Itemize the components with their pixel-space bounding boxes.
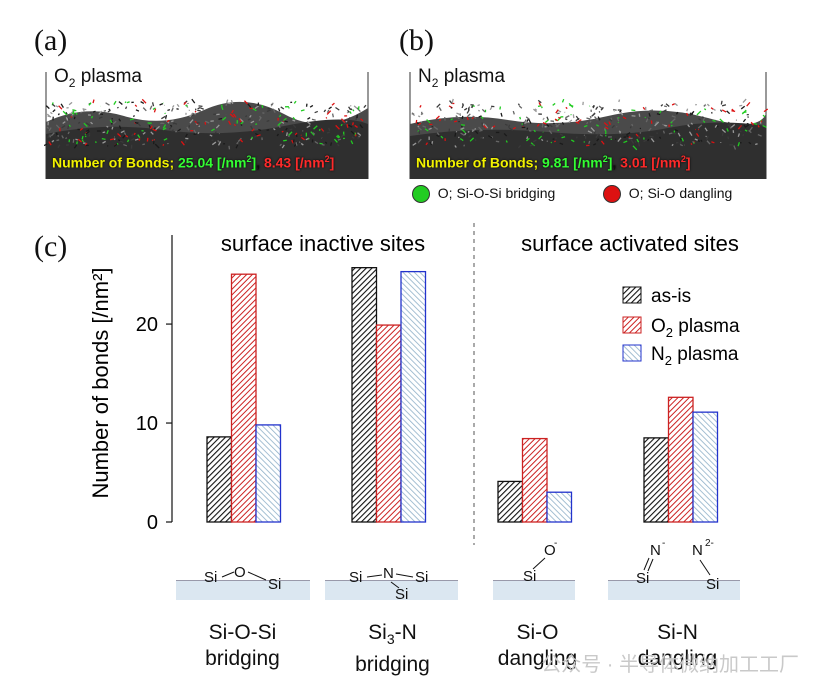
bar-n2-plasma-2 [400,270,427,523]
bar-as-is-4 [643,437,670,523]
legend-swatch-o2 [622,316,642,334]
panel-label-b: (b) [399,24,434,57]
green-dot-icon [412,185,430,204]
bar-n2-plasma-4 [692,411,719,523]
category-label-si-n: Si-N dangling [637,621,718,670]
simulation-image-o2: O2 plasma Number of Bonds; 25.04 [/nm2],… [44,64,370,179]
bar-as-is-2 [351,267,378,523]
chart-legend: as-is O2 plasma N2 plasma [622,286,740,368]
legend-swatch-n2 [622,344,642,362]
simulation-image-n2: N2 plasma Number of Bonds; 9.81 [/nm2], … [408,64,768,179]
y-tick-label: 0 [147,512,158,534]
structure-si-o-si: Si O Si [176,560,310,605]
bar-as-is-1 [206,436,233,523]
panel-label-a: (a) [34,24,68,57]
panel-label-c: (c) [34,230,68,263]
bond-count-n2: Number of Bonds; 9.81 [/nm2], 3.01 [/nm2… [416,154,691,171]
group-title-activated: surface activated sites [521,231,739,256]
bar-n2-plasma-1 [255,424,282,523]
y-axis-label: Number of bonds [/nm²] [88,267,113,498]
legend-label-o2: O2 plasma [651,316,740,340]
bar-o2-plasma-2 [375,324,402,523]
bar-o2-plasma-3 [521,437,548,523]
structure-si-n-dangling: N - Si N 2- Si [608,538,740,605]
molecular-render-n2 [409,72,768,179]
bar-o2-plasma-1 [230,273,257,523]
sim-legend-dangling: O; Si-O dangling [603,185,732,204]
molecular-render-o2 [44,72,369,179]
red-dot-icon [603,185,621,204]
bar-n2-plasma-3 [546,491,573,523]
structure-si-o-dangling: O - Si [493,538,575,605]
legend-swatch-as-is [622,286,642,304]
sim-legend-bridging: O; Si-O-Si bridging [412,185,555,204]
legend-label-as-is: as-is [651,286,691,307]
category-label-si-o: Si-O dangling [497,621,578,670]
sim-title-o2: O2 plasma [54,66,142,90]
bond-count-o2: Number of Bonds; 25.04 [/nm2], 8.43 [/nm… [52,154,335,171]
bar-as-is-3 [497,480,524,523]
y-tick-label: 10 [136,413,158,435]
group-title-inactive: surface inactive sites [221,231,425,256]
bar-chart: 0 10 20 surface inactive sites surface act… [88,223,740,545]
structure-si3-n: Si N Si Si [325,560,458,605]
category-label-si-o-si: Si-O-Si bridging [205,621,280,670]
watermark: 公众号 · 半导体微纳加工工厂 [541,654,799,676]
bar-o2-plasma-4 [667,396,694,523]
category-label-si3-n: Si3-N bridging [355,621,430,677]
sim-title-n2: N2 plasma [418,66,505,90]
y-tick-label: 20 [136,314,158,336]
legend-label-n2: N2 plasma [651,344,739,368]
